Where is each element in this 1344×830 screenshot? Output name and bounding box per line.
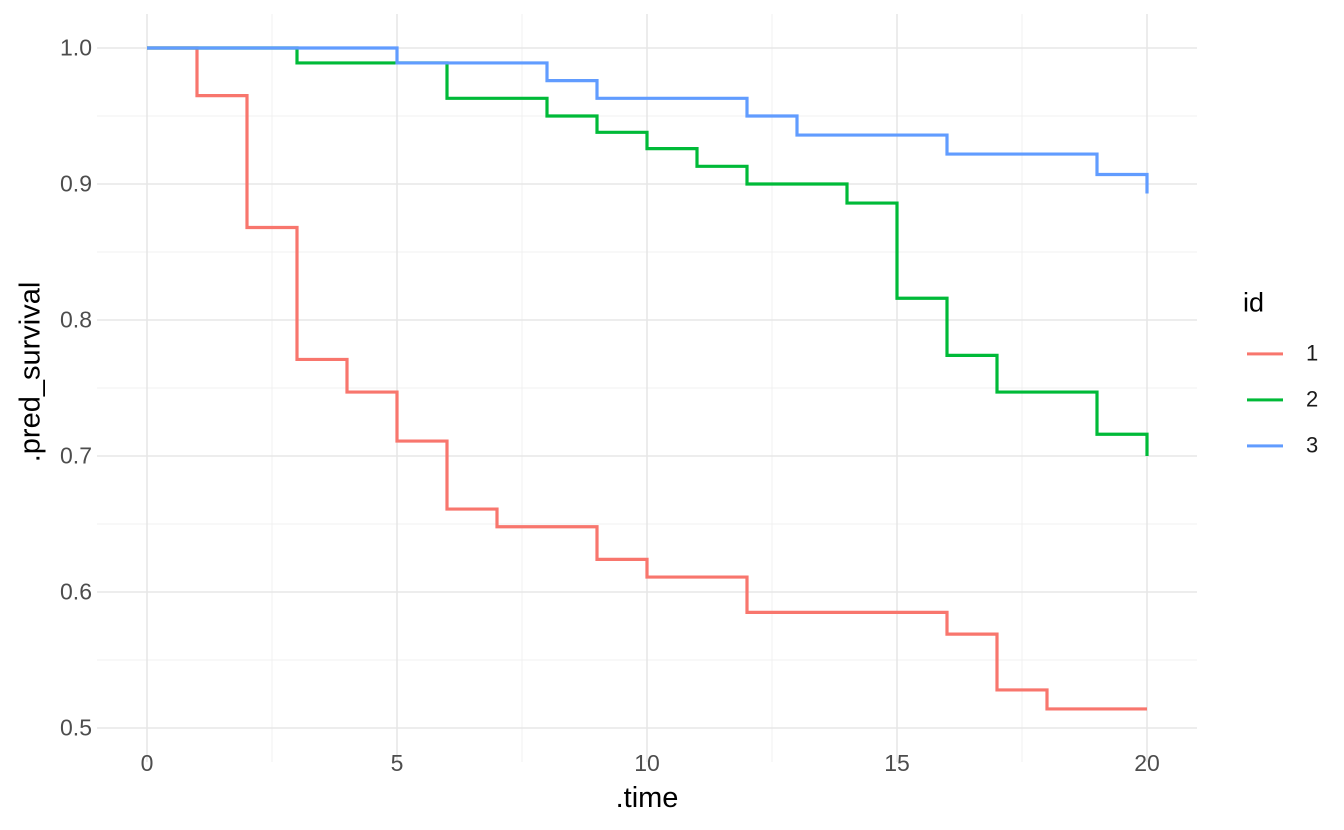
- legend-key-line: [1247, 398, 1283, 402]
- legend-label: 2: [1306, 386, 1319, 412]
- y-axis-title: .pred_survival: [14, 281, 47, 463]
- y-tick-label: 0.9: [60, 170, 92, 197]
- y-tick-label: 0.7: [60, 442, 92, 469]
- series-line-2: [147, 46, 1149, 456]
- legend-label: 1: [1306, 340, 1319, 366]
- y-tick-label: 1.0: [60, 34, 92, 61]
- legend-title: id: [1243, 287, 1265, 318]
- legend-key-line: [1247, 444, 1283, 448]
- y-tick-label: 0.6: [60, 578, 92, 605]
- series-line-1: [147, 46, 1147, 711]
- legend-label: 3: [1306, 432, 1319, 458]
- x-tick-label: 10: [634, 750, 660, 776]
- y-tick-label: 0.8: [60, 306, 92, 333]
- x-axis-title: .time: [615, 782, 679, 814]
- x-tick-label: 5: [390, 750, 404, 776]
- x-tick-label: 0: [140, 750, 154, 776]
- series-line-3: [147, 46, 1149, 194]
- x-tick-label: 20: [1134, 750, 1160, 776]
- legend-key-line: [1247, 352, 1283, 356]
- x-tick-label: 15: [884, 750, 910, 776]
- y-tick-label: 0.5: [60, 714, 92, 741]
